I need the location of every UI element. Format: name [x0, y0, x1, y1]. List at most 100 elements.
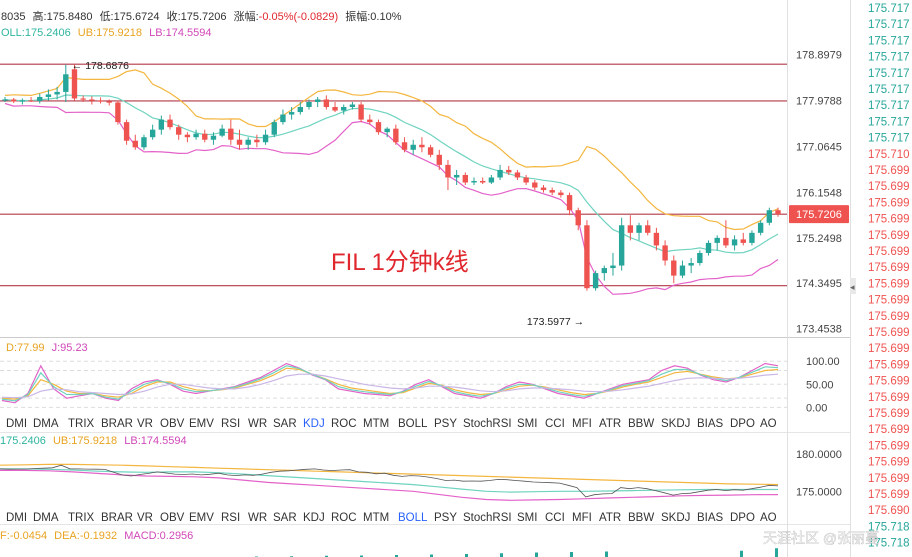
- indicator-tab-sar[interactable]: SAR: [273, 512, 297, 524]
- indicator-tab-dmi[interactable]: DMI: [6, 418, 27, 430]
- kdj-axis-label: 0.00: [806, 402, 827, 414]
- candle-body: [427, 147, 434, 155]
- macd-histogram-bar: [430, 554, 433, 557]
- current-price-label: 175.7206: [796, 209, 842, 221]
- candle-body: [697, 252, 703, 264]
- indicator-tab-trix[interactable]: TRIX: [68, 418, 95, 430]
- indicator-tab-obv[interactable]: OBV: [160, 512, 185, 524]
- right-price-cell: 175.718: [868, 538, 910, 550]
- indicator-tab-smi[interactable]: SMI: [517, 512, 537, 524]
- candle-body: [653, 232, 660, 246]
- indicator-tab-vr[interactable]: VR: [137, 418, 153, 430]
- boll-axis-label: 175.0000: [796, 486, 842, 498]
- right-price-cell: 175.699: [868, 424, 910, 436]
- indicator-tab-stochrsi[interactable]: StochRSI: [463, 418, 512, 430]
- right-price-cell: 175.710: [868, 149, 910, 161]
- indicator-tab-mtm[interactable]: MTM: [363, 418, 389, 430]
- candle-body: [280, 114, 286, 123]
- candle-body: [89, 99, 95, 101]
- indicator-tab-bbw[interactable]: BBW: [628, 418, 654, 430]
- price-axis-label: 177.0645: [796, 142, 842, 154]
- right-price-cell: 175.699: [868, 392, 910, 404]
- candle-body: [332, 107, 338, 111]
- indicator-tab-cci[interactable]: CCI: [545, 512, 565, 524]
- indicator-tab-atr[interactable]: ATR: [599, 512, 621, 524]
- right-price-cell: 175.699: [868, 214, 910, 226]
- indicator-tab-bbw[interactable]: BBW: [628, 512, 654, 524]
- indicator-tab-dpo[interactable]: DPO: [730, 512, 755, 524]
- right-price-cell: 175.699: [868, 278, 910, 290]
- macd-histogram-bar: [500, 553, 503, 557]
- indicator-tab-mfi[interactable]: MFI: [572, 418, 592, 430]
- candle-body: [97, 100, 104, 102]
- indicator-tab-smi[interactable]: SMI: [517, 418, 537, 430]
- indicator-tab-kdj[interactable]: KDJ: [303, 512, 325, 524]
- indicator-tab-trix[interactable]: TRIX: [68, 512, 95, 524]
- candle-body: [349, 104, 356, 108]
- candle-body: [158, 119, 165, 130]
- right-price-cell: 175.717: [868, 35, 910, 47]
- indicator-tab-skdj[interactable]: SKDJ: [661, 512, 690, 524]
- indicator-tab-emv[interactable]: EMV: [189, 512, 214, 524]
- candle-body: [37, 96, 43, 101]
- kdj-axis-label: 100.00: [806, 356, 840, 368]
- indicator-tab-brar[interactable]: BRAR: [101, 512, 133, 524]
- indicator-tab-dpo[interactable]: DPO: [730, 418, 755, 430]
- indicator-tab-obv[interactable]: OBV: [160, 418, 185, 430]
- candle-body: [202, 133, 208, 140]
- indicator-tab-mtm[interactable]: MTM: [363, 512, 389, 524]
- indicator-tab-psy[interactable]: PSY: [434, 512, 457, 524]
- indicator-tab-atr[interactable]: ATR: [599, 418, 621, 430]
- indicator-tab-psy[interactable]: PSY: [434, 418, 457, 430]
- boll-pane: 180.0000 175.0000: [0, 449, 842, 501]
- collapse-handle[interactable]: [850, 278, 856, 294]
- indicator-tab-mfi[interactable]: MFI: [572, 512, 592, 524]
- indicator-tab-kdj[interactable]: KDJ: [303, 418, 325, 430]
- right-price-cell: 175.717: [868, 52, 910, 64]
- indicator-tab-rsi[interactable]: RSI: [221, 512, 240, 524]
- indicator-tab-roc[interactable]: ROC: [331, 512, 357, 524]
- macd-histogram-bar: [535, 552, 538, 557]
- indicator-tab-bias[interactable]: BIAS: [697, 512, 724, 524]
- indicator-tab-bias[interactable]: BIAS: [697, 418, 724, 430]
- candle-body: [445, 164, 451, 178]
- indicator-tab-dma[interactable]: DMA: [33, 418, 59, 430]
- indicator-tab-rsi[interactable]: RSI: [221, 418, 240, 430]
- annotation-title: FIL 1分钟k线: [331, 249, 469, 276]
- candle-body: [106, 101, 112, 103]
- macd-histogram-bar: [325, 555, 328, 557]
- kdj-line: [1, 373, 779, 399]
- indicator-tab-sar[interactable]: SAR: [273, 418, 297, 430]
- indicator-tab-brar[interactable]: BRAR: [101, 418, 133, 430]
- candle-body: [393, 128, 399, 143]
- candle-body: [532, 182, 538, 188]
- indicator-tab-vr[interactable]: VR: [137, 512, 153, 524]
- indicator-tab-wr[interactable]: WR: [248, 418, 267, 430]
- indicator-tab-ao[interactable]: AO: [760, 418, 777, 430]
- indicator-tab-boll[interactable]: BOLL: [398, 512, 428, 524]
- indicator-tab-wr[interactable]: WR: [248, 512, 267, 524]
- candle-body: [236, 139, 243, 145]
- candle-body: [540, 187, 547, 191]
- indicator-tab-stochrsi[interactable]: StochRSI: [463, 512, 512, 524]
- candle-body: [271, 122, 277, 135]
- candle-body: [123, 122, 130, 141]
- candle-body: [480, 180, 486, 183]
- price-axis-label: 178.8979: [796, 49, 842, 61]
- candle-body: [723, 237, 729, 246]
- indicator-tab-ao[interactable]: AO: [760, 512, 777, 524]
- candle-body: [10, 99, 17, 102]
- indicator-tab-roc[interactable]: ROC: [331, 418, 357, 430]
- candle-body: [358, 104, 364, 120]
- candle-body: [71, 69, 78, 99]
- indicator-tab-cci[interactable]: CCI: [545, 418, 565, 430]
- candle-body: [705, 242, 712, 253]
- indicator-tab-skdj[interactable]: SKDJ: [661, 418, 690, 430]
- indicator-tab-dmi[interactable]: DMI: [6, 512, 27, 524]
- indicator-tab-boll[interactable]: BOLL: [398, 418, 428, 430]
- right-price-cell: 175.717: [868, 19, 910, 31]
- candle-body: [19, 100, 26, 102]
- indicator-tab-dma[interactable]: DMA: [33, 512, 59, 524]
- candle-body: [115, 102, 121, 123]
- indicator-tab-emv[interactable]: EMV: [189, 418, 214, 430]
